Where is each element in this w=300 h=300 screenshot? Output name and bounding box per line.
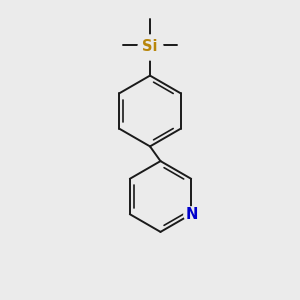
Text: N: N bbox=[186, 207, 198, 222]
Text: Si: Si bbox=[142, 39, 158, 54]
